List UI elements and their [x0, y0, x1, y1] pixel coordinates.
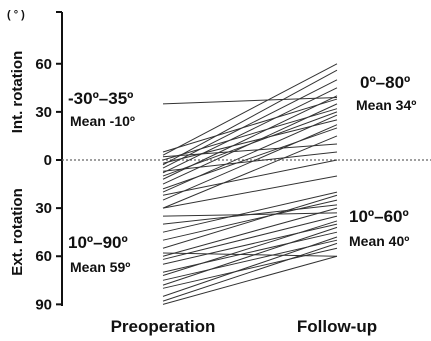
external-post-range: 10º–60º	[349, 207, 409, 226]
external-pre-range: 10º–90º	[68, 233, 128, 252]
internal-rotation-line	[162, 143, 338, 158]
y-tick-label: 0	[44, 152, 52, 169]
internal-rotation-line	[162, 114, 338, 193]
external-rotation-line	[162, 175, 338, 209]
external-rotation-line	[162, 212, 338, 217]
internal-rotation-line	[162, 119, 338, 164]
annotations: -30º–35º Mean -10º 0º–80º Mean 34º 10º–9…	[68, 73, 416, 275]
y-tick-label: 60	[35, 56, 52, 73]
external-rotation-line	[162, 231, 338, 273]
internal-rotation-line	[162, 127, 338, 190]
internal-rotation-line	[162, 135, 338, 209]
internal-rotation-line	[162, 96, 338, 105]
external-rotation-line	[162, 226, 338, 286]
external-rotation-line	[162, 236, 338, 297]
internal-rotation-line	[162, 98, 338, 153]
external-rotation-line	[162, 199, 338, 241]
internal-rotation-line	[162, 159, 338, 196]
external-rotation-line	[162, 191, 338, 233]
internal-rotation-line	[162, 151, 338, 172]
internal-rotation-line	[162, 69, 338, 166]
external-rotation-line	[162, 207, 338, 257]
y-axis-title-internal: Int. rotation	[9, 51, 26, 134]
internal-rotation-line	[162, 87, 338, 174]
y-axis: 60 30 0 30 60 90	[35, 11, 63, 313]
internal-rotation-line	[162, 111, 338, 177]
unit-label: ( ° )	[7, 9, 25, 21]
internal-rotation-line	[162, 108, 338, 161]
external-rotation-line	[162, 215, 338, 260]
internal-post-range: 0º–80º	[360, 73, 410, 92]
external-rotation-line	[162, 255, 338, 305]
external-rotation-line	[162, 220, 338, 276]
internal-pre-mean: Mean -10º	[70, 113, 135, 129]
y-tick-label: 30	[35, 200, 52, 217]
internal-rotation-line	[162, 124, 338, 201]
y-tick-label: 30	[35, 104, 52, 121]
external-rotation-line	[162, 242, 338, 302]
external-rotation-line	[162, 223, 338, 265]
external-rotation-line	[162, 194, 338, 249]
external-pre-mean: Mean 59º	[70, 259, 130, 275]
internal-rotation-line	[162, 63, 338, 156]
y-axis-title-external: Ext. rotation	[9, 188, 26, 276]
external-post-mean: Mean 40º	[349, 233, 409, 249]
y-tick-label: 60	[35, 248, 52, 265]
axis-labels: ( ° ) Int. rotation Ext. rotation Preope…	[7, 9, 377, 336]
x-label-followup: Follow-up	[297, 317, 377, 336]
patient-lines	[162, 63, 338, 305]
internal-pre-range: -30º–35º	[68, 89, 133, 108]
internal-rotation-line	[162, 79, 338, 169]
y-tick-label: 90	[35, 296, 52, 313]
external-rotation-line	[162, 252, 338, 257]
external-rotation-line	[162, 247, 338, 289]
x-label-preoperation: Preoperation	[111, 317, 216, 336]
internal-post-mean: Mean 34º	[356, 97, 416, 113]
